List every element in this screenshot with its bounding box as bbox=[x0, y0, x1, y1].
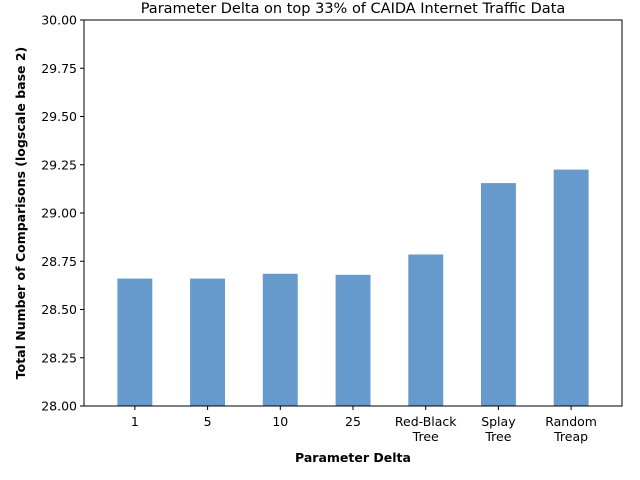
y-axis-ticks: 28.00 28.25 28.50 28.75 29.00 29.25 29.50 29.75… bbox=[41, 13, 84, 414]
bar-3 bbox=[335, 274, 371, 406]
y-tick-label-1: 28.25 bbox=[41, 350, 77, 365]
x-tick-label-4-line-0: Red-Black bbox=[395, 414, 457, 429]
x-tick-label-1: 5 bbox=[204, 414, 212, 429]
bar-5 bbox=[481, 183, 516, 406]
y-tick-label-4: 29.00 bbox=[41, 206, 77, 221]
plot-frame bbox=[83, 19, 623, 407]
y-tick-label-5: 29.25 bbox=[41, 157, 77, 172]
y-tick-label-7: 29.75 bbox=[41, 61, 77, 76]
bar-6 bbox=[553, 169, 589, 406]
x-tick-label-5-line-1: Tree bbox=[484, 429, 511, 444]
x-tick-label-3: 25 bbox=[345, 414, 361, 429]
x-tick-label-4-line-1: Tree bbox=[412, 429, 439, 444]
y-tick-label-3: 28.75 bbox=[41, 254, 77, 269]
y-axis-label: Total Number of Comparisons (logscale ba… bbox=[13, 47, 28, 380]
y-tick-label-0: 28.00 bbox=[41, 399, 77, 414]
x-tick-label-6-line-0: Random bbox=[545, 414, 597, 429]
x-axis-label: Parameter Delta bbox=[295, 450, 411, 465]
x-tick-label-5-line-0: Splay bbox=[481, 414, 516, 429]
bar-4 bbox=[408, 254, 444, 406]
bar-0 bbox=[117, 278, 153, 406]
bar-2 bbox=[262, 273, 298, 406]
y-tick-label-2: 28.50 bbox=[41, 302, 77, 317]
y-tick-label-6: 29.50 bbox=[41, 109, 77, 124]
chart-title: Parameter Delta on top 33% of CAIDA Inte… bbox=[141, 1, 566, 17]
x-tick-label-0: 1 bbox=[131, 414, 139, 429]
x-tick-label-6-line-1: Treap bbox=[553, 429, 588, 444]
bars-group bbox=[117, 169, 589, 406]
y-tick-label-8: 30.00 bbox=[41, 13, 77, 28]
x-tick-label-2: 10 bbox=[272, 414, 288, 429]
bar-1 bbox=[190, 278, 225, 406]
